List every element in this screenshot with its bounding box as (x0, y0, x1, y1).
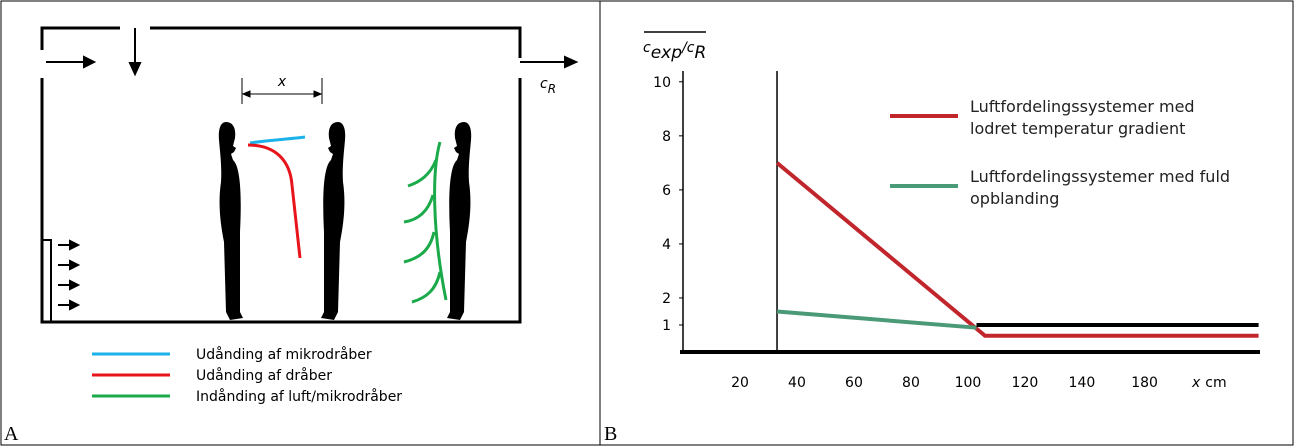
legend-label: Udånding af dråber (196, 367, 332, 384)
person (321, 122, 346, 320)
legend-label: Luftfordelingssystemer med lodret temper… (970, 97, 1195, 138)
y-axis-title: cexp/cR (643, 40, 706, 63)
legend-label: Indånding af luft/mikrodråber (196, 388, 402, 405)
x-tick-label: 140 (1069, 375, 1096, 391)
person (447, 122, 472, 320)
x-tick-label: 180 (1131, 375, 1158, 391)
x-tick-label: 20 (731, 375, 749, 391)
x-tick-label: 60 (845, 375, 863, 391)
title-part: x (1191, 375, 1201, 391)
x-tick-label: 40 (788, 375, 806, 391)
distance-label: x (277, 74, 287, 90)
series-line (776, 309, 977, 330)
x-tick-label: 80 (902, 375, 920, 391)
exhaled-droplets (247, 143, 302, 259)
y-tick-label: 1 (662, 318, 671, 334)
inhaled-air (403, 141, 448, 304)
outlet-label: cR (540, 76, 556, 96)
x-tick-label: 100 (955, 375, 982, 391)
legend: Udånding af mikrodråber Udånding af dråbe… (92, 346, 402, 405)
x-tick-label: 120 (1012, 375, 1039, 391)
y-tick-label: 8 (662, 129, 671, 145)
series-line (775, 161, 1259, 338)
y-tick-label: 2 (662, 291, 671, 307)
title-part: cm (1205, 375, 1226, 391)
title-part: R (694, 43, 706, 63)
legend-label: Udånding af mikrodråber (196, 346, 372, 363)
air-arrows (46, 28, 579, 311)
panel-label: A (4, 423, 19, 445)
title-part: / (680, 40, 688, 56)
exhaled-microdroplets (249, 135, 306, 145)
x-axis-title: x cm (1191, 375, 1227, 391)
y-tick-label: 10 (653, 75, 671, 91)
y-tick-label: 4 (662, 237, 671, 253)
y-tick-label: 6 (662, 183, 671, 199)
person (218, 122, 243, 320)
title-part: c (643, 40, 651, 56)
title-part: exp (651, 43, 683, 63)
distance-marker (241, 78, 323, 104)
title-part: c (687, 40, 695, 56)
room (40, 26, 522, 324)
panel-label: B (604, 423, 617, 445)
legend-label: Luftfordelingssystemer med fuld opblandi… (970, 167, 1231, 208)
